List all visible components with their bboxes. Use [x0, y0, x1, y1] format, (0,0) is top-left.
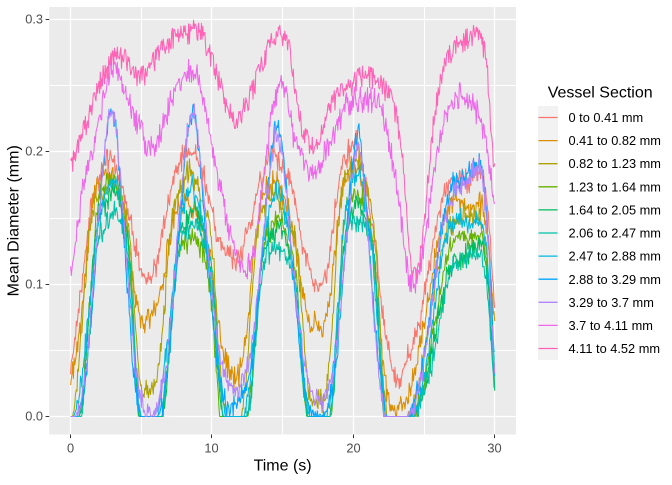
svg-text:2.88 to 3.29 mm: 2.88 to 3.29 mm [569, 272, 661, 287]
svg-text:1.23 to 1.64 mm: 1.23 to 1.64 mm [569, 179, 661, 194]
svg-text:2.06 to 2.47 mm: 2.06 to 2.47 mm [569, 226, 661, 241]
svg-text:0.1: 0.1 [25, 277, 43, 292]
svg-text:Mean Diameter (mm): Mean Diameter (mm) [6, 145, 23, 296]
svg-text:4.11 to 4.52 mm: 4.11 to 4.52 mm [569, 341, 661, 356]
svg-text:0.0: 0.0 [25, 409, 43, 424]
svg-text:10: 10 [204, 441, 218, 456]
svg-text:0.82 to 1.23 mm: 0.82 to 1.23 mm [569, 156, 661, 171]
svg-text:30: 30 [487, 441, 501, 456]
svg-text:Time (s): Time (s) [254, 458, 312, 475]
svg-text:0.3: 0.3 [25, 12, 43, 27]
svg-text:3.7 to 4.11 mm: 3.7 to 4.11 mm [569, 318, 653, 333]
svg-text:0: 0 [67, 441, 74, 456]
svg-text:0.2: 0.2 [25, 144, 43, 159]
svg-text:3.29 to 3.7 mm: 3.29 to 3.7 mm [569, 295, 654, 310]
svg-text:0 to 0.41 mm: 0 to 0.41 mm [569, 110, 644, 125]
svg-text:Vessel Section: Vessel Section [548, 85, 653, 102]
svg-text:2.47 to 2.88 mm: 2.47 to 2.88 mm [569, 249, 661, 264]
svg-text:1.64 to 2.05 mm: 1.64 to 2.05 mm [569, 203, 661, 218]
svg-text:20: 20 [346, 441, 360, 456]
svg-text:0.41 to 0.82 mm: 0.41 to 0.82 mm [569, 133, 661, 148]
